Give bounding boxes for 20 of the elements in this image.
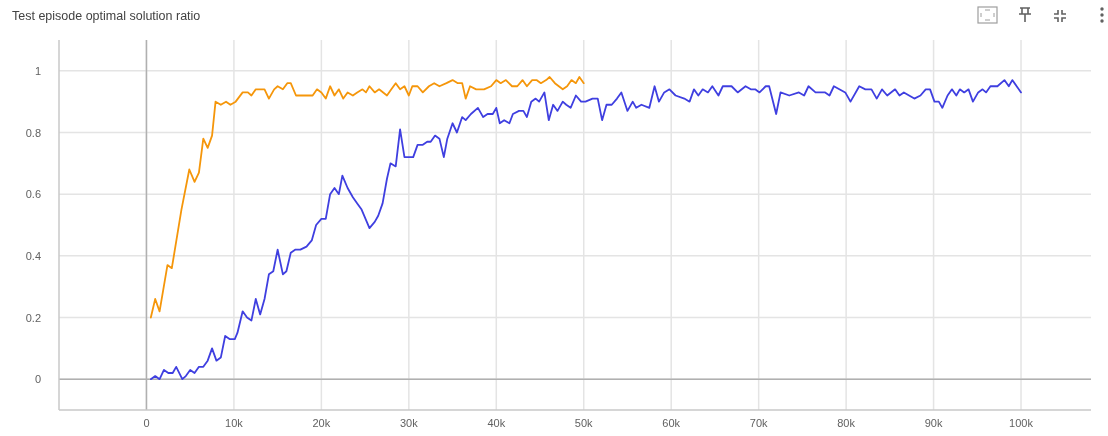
line-series [149,76,585,319]
x-tick-label: 10k [225,417,244,429]
x-tick-label: 30k [399,417,419,429]
y-tick-label: 0.4 [25,249,41,262]
chart-title: Test episode optimal solution ratio [12,9,201,23]
x-tick-label: 50k [574,417,594,429]
y-tick-label: 1 [34,64,41,77]
x-tick-label: 40k [487,417,506,429]
y-tick-label: 0 [34,373,41,386]
x-tick-label: 100k [1009,417,1034,429]
x-tick-label: 80k [837,417,856,429]
y-tick-label: 0.2 [25,311,41,324]
x-tick-label: 20k [312,417,331,429]
line-series [149,79,1022,381]
y-tick-label: 0.8 [25,126,41,139]
x-tick-label: 70k [749,417,769,429]
x-tick-label: 90k [924,417,943,429]
x-tick-label: 0 [143,417,150,429]
x-tick-label: 60k [662,417,681,429]
y-tick-label: 0.6 [25,188,41,201]
